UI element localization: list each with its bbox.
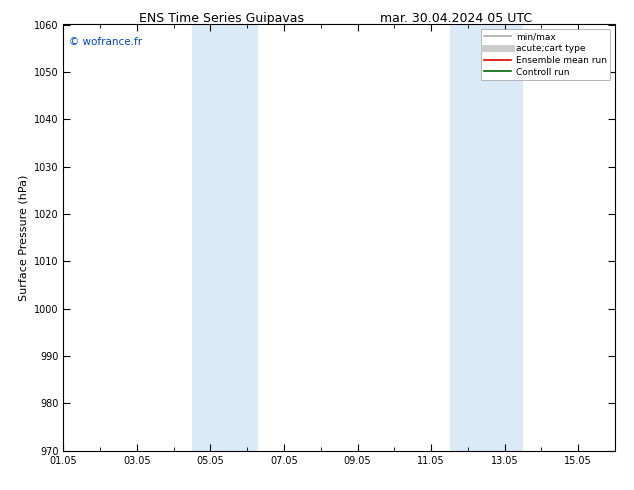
Text: ENS Time Series Guipavas: ENS Time Series Guipavas (139, 12, 304, 25)
Bar (192, 24, 258, 451)
Bar (450, 24, 523, 451)
Y-axis label: Surface Pressure (hPa): Surface Pressure (hPa) (18, 174, 29, 301)
Text: mar. 30.04.2024 05 UTC: mar. 30.04.2024 05 UTC (380, 12, 533, 25)
Text: © wofrance.fr: © wofrance.fr (69, 37, 142, 48)
Legend: min/max, acute;cart type, Ensemble mean run, Controll run: min/max, acute;cart type, Ensemble mean … (481, 29, 611, 80)
